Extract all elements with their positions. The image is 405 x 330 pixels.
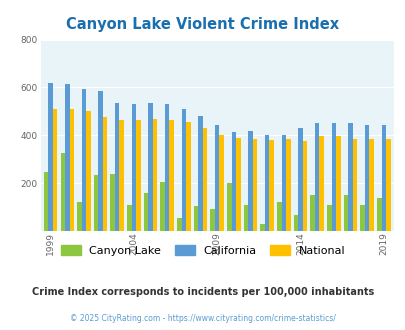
Bar xyxy=(119,120,124,231)
Bar xyxy=(65,84,69,231)
Bar xyxy=(202,128,207,231)
Bar xyxy=(369,139,373,231)
Bar xyxy=(143,193,148,231)
Bar xyxy=(319,137,323,231)
Bar xyxy=(69,109,74,231)
Bar xyxy=(169,120,174,231)
Bar xyxy=(60,153,65,231)
Bar xyxy=(236,138,240,231)
Bar xyxy=(102,117,107,231)
Bar xyxy=(231,132,236,231)
Bar xyxy=(364,124,369,231)
Bar xyxy=(335,137,340,231)
Bar xyxy=(115,103,119,231)
Bar xyxy=(264,135,269,231)
Bar xyxy=(343,195,347,231)
Bar xyxy=(360,205,364,231)
Bar xyxy=(260,224,264,231)
Bar xyxy=(44,172,48,231)
Bar xyxy=(326,205,331,231)
Bar xyxy=(193,206,198,231)
Bar xyxy=(98,91,102,231)
Bar xyxy=(136,120,140,231)
Bar xyxy=(243,205,248,231)
Bar xyxy=(53,109,57,231)
Bar xyxy=(298,128,302,231)
Bar xyxy=(181,109,185,231)
Bar xyxy=(347,123,352,231)
Bar xyxy=(86,112,90,231)
Text: Crime Index corresponds to incidents per 100,000 inhabitants: Crime Index corresponds to incidents per… xyxy=(32,287,373,297)
Bar xyxy=(352,139,356,231)
Bar xyxy=(152,118,157,231)
Bar xyxy=(185,122,190,231)
Bar xyxy=(248,131,252,231)
Bar xyxy=(331,123,335,231)
Bar xyxy=(293,215,298,231)
Bar xyxy=(81,89,86,231)
Bar xyxy=(302,141,307,231)
Bar xyxy=(277,202,281,231)
Bar xyxy=(160,182,164,231)
Bar xyxy=(281,135,286,231)
Bar xyxy=(77,202,81,231)
Bar xyxy=(269,140,273,231)
Text: Canyon Lake Violent Crime Index: Canyon Lake Violent Crime Index xyxy=(66,16,339,31)
Bar xyxy=(214,124,219,231)
Bar xyxy=(48,83,53,231)
Bar xyxy=(127,205,131,231)
Bar xyxy=(252,139,257,231)
Bar xyxy=(148,103,152,231)
Bar xyxy=(110,174,115,231)
Bar xyxy=(94,175,98,231)
Bar xyxy=(376,197,381,231)
Bar xyxy=(381,124,385,231)
Bar xyxy=(286,139,290,231)
Legend: Canyon Lake, California, National: Canyon Lake, California, National xyxy=(56,241,349,260)
Bar xyxy=(198,116,202,231)
Bar xyxy=(131,104,136,231)
Bar xyxy=(226,183,231,231)
Bar xyxy=(177,218,181,231)
Bar xyxy=(219,135,224,231)
Bar xyxy=(164,104,169,231)
Bar xyxy=(385,139,390,231)
Bar xyxy=(310,195,314,231)
Bar xyxy=(210,210,214,231)
Bar xyxy=(314,123,319,231)
Text: © 2025 CityRating.com - https://www.cityrating.com/crime-statistics/: © 2025 CityRating.com - https://www.city… xyxy=(70,314,335,323)
